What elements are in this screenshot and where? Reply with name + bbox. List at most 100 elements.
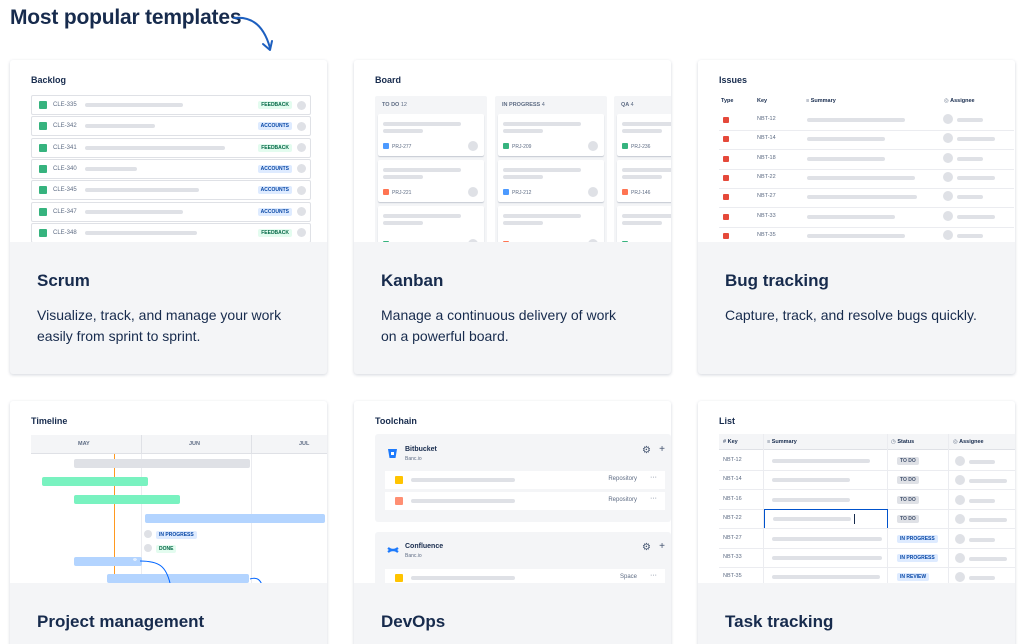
status-lozenge[interactable]: IN REVIEW xyxy=(897,573,930,582)
board-card[interactable]: PRJ-146 xyxy=(617,160,671,202)
task-row[interactable]: NBT-16 TO DO xyxy=(719,491,1015,510)
summary-placeholder xyxy=(622,214,671,218)
gear-icon[interactable]: ⚙ xyxy=(642,445,651,456)
tool-item[interactable]: Space ··· xyxy=(385,569,665,583)
curved-arrow-icon xyxy=(233,16,273,51)
issue-row[interactable]: NBT-33 xyxy=(719,209,1014,228)
lines-icon: ≡ xyxy=(767,439,771,445)
backlog-row[interactable]: CLE-335 FEEDBACK xyxy=(31,95,311,115)
board-card[interactable]: PRJ-277 xyxy=(378,114,484,156)
issue-row[interactable]: NBT-18 xyxy=(719,151,1014,170)
backlog-row[interactable]: CLE-342 ACCOUNTS xyxy=(31,116,311,137)
assignee-placeholder xyxy=(969,460,995,464)
summary-placeholder xyxy=(807,175,915,180)
task-row[interactable]: NBT-35 IN REVIEW xyxy=(719,568,1015,583)
issue-key: CLE-335 xyxy=(53,102,77,108)
timeline-bar[interactable] xyxy=(42,477,148,486)
task-row[interactable]: NBT-12 TO DO xyxy=(719,452,1015,471)
timeline-bar[interactable] xyxy=(145,514,325,523)
plus-icon[interactable]: + xyxy=(659,444,665,455)
preview-title: Timeline xyxy=(31,416,68,426)
summary-placeholder xyxy=(383,175,423,179)
template-card-task-tracking[interactable]: List # Key ≡ Summary ◷ Status ◎ Assignee… xyxy=(698,401,1015,644)
board-card[interactable]: PRJ-213 xyxy=(498,206,604,242)
issue-row[interactable]: NBT-14 xyxy=(719,131,1014,151)
board-card[interactable]: PRJ-212 xyxy=(498,160,604,202)
task-row[interactable]: NBT-33 IN PROGRESS xyxy=(719,549,1015,568)
summary-header-label: Summary xyxy=(771,439,797,445)
status-lozenge[interactable]: IN PROGRESS xyxy=(897,534,938,543)
row-divider xyxy=(719,168,1014,170)
template-card-scrum[interactable]: Backlog CLE-335 FEEDBACK CLE-342 ACCOUNTS CL… xyxy=(10,60,327,374)
avatar xyxy=(468,141,478,151)
status-lozenge[interactable]: TO DO xyxy=(897,495,919,504)
tool-item[interactable]: Repository ··· xyxy=(385,471,665,489)
more-icon[interactable]: ··· xyxy=(650,572,657,579)
backlog-row[interactable]: CLE-341 FEEDBACK xyxy=(31,137,311,158)
assignee-placeholder xyxy=(969,537,995,542)
issue-key: NBT-33 xyxy=(757,212,776,219)
avatar xyxy=(943,191,953,202)
status-lozenge[interactable]: TO DO xyxy=(897,476,919,485)
issue-key: NBT-35 xyxy=(757,231,776,238)
column-divider xyxy=(887,434,888,583)
avatar xyxy=(943,229,953,240)
story-icon xyxy=(39,122,47,131)
assignee-placeholder xyxy=(969,576,995,581)
issue-row[interactable]: NBT-22 xyxy=(719,170,1014,189)
issue-key: CLE-347 xyxy=(53,208,77,215)
board-card[interactable]: PRJ-236 xyxy=(617,114,671,156)
more-icon[interactable]: ··· xyxy=(650,474,657,481)
avatar xyxy=(144,530,152,538)
timeline-bar[interactable] xyxy=(107,574,249,583)
timeline-bar[interactable] xyxy=(74,495,180,504)
task-row[interactable]: NBT-14 TO DO xyxy=(719,471,1015,491)
template-card-bug-tracking[interactable]: Issues Type Key ≡ Summary ◎ Assignee NBT… xyxy=(698,60,1015,374)
task-row[interactable]: NBT-27 IN PROGRESS xyxy=(719,530,1015,549)
summary-edit-field[interactable] xyxy=(764,509,888,530)
issue-row[interactable]: NBT-12 xyxy=(719,112,1014,131)
gear-icon[interactable]: ⚙ xyxy=(642,542,651,553)
summary-placeholder xyxy=(772,497,850,502)
task-row[interactable]: NBT-22 TO DO xyxy=(719,509,1015,530)
template-card-kanban[interactable]: Board TO DO 12 PRJ-277 PRJ-221 PRJ-280 IN PR… xyxy=(354,60,671,374)
plus-icon[interactable]: + xyxy=(659,541,665,552)
backlog-row[interactable]: CLE-347 ACCOUNTS xyxy=(31,201,311,222)
timeline-bar[interactable]: ⚭ xyxy=(74,557,142,566)
more-icon[interactable]: ··· xyxy=(650,495,657,502)
issue-key: PRJ-212 xyxy=(512,190,532,196)
timeline-bar[interactable] xyxy=(74,459,250,468)
board-card[interactable]: PRJ-209 xyxy=(498,114,604,156)
issue-key: PRJ-146 xyxy=(631,190,651,196)
board-card[interactable]: PRJ-280 xyxy=(378,206,484,242)
backlog-row[interactable]: CLE-340 ACCOUNTS xyxy=(31,158,311,179)
user-icon: ◎ xyxy=(953,439,958,445)
card-description-line-2: on a powerful board. xyxy=(381,328,509,344)
summary-placeholder xyxy=(622,168,671,172)
board-card[interactable]: PRJ-221 xyxy=(378,160,484,202)
template-card-project-management[interactable]: Timeline MAY JUN JUL IN PROGRESS DONE ⚭ … xyxy=(10,401,327,644)
month-divider xyxy=(141,454,142,583)
bug-icon xyxy=(723,232,729,239)
summary-placeholder xyxy=(85,230,197,235)
issue-row[interactable]: NBT-35 xyxy=(719,228,1014,242)
issue-key: CLE-342 xyxy=(53,123,77,130)
tool-item[interactable]: Repository ··· xyxy=(385,492,665,510)
status-lozenge[interactable]: TO DO xyxy=(897,457,919,465)
preview-title: Backlog xyxy=(31,75,67,85)
status-lozenge[interactable]: TO DO xyxy=(897,515,919,524)
column-count: 4 xyxy=(630,102,634,108)
avatar xyxy=(955,475,965,486)
board-card[interactable]: PRJ-243 xyxy=(617,206,671,242)
avatar xyxy=(955,553,965,563)
issue-type-icon xyxy=(383,143,389,149)
summary-placeholder xyxy=(383,221,423,225)
epic-badge: FEEDBACK xyxy=(258,143,292,152)
backlog-row[interactable]: CLE-345 ACCOUNTS xyxy=(31,180,311,201)
status-lozenge[interactable]: IN PROGRESS xyxy=(897,554,938,562)
issue-row[interactable]: NBT-27 xyxy=(719,189,1014,209)
epic-badge: ACCOUNTS xyxy=(257,122,292,131)
summary-placeholder xyxy=(503,168,581,172)
template-card-devops[interactable]: Toolchain Bitbucket Banc.io ⚙ + Reposito… xyxy=(354,401,671,644)
backlog-row[interactable]: CLE-348 FEEDBACK xyxy=(31,222,311,242)
